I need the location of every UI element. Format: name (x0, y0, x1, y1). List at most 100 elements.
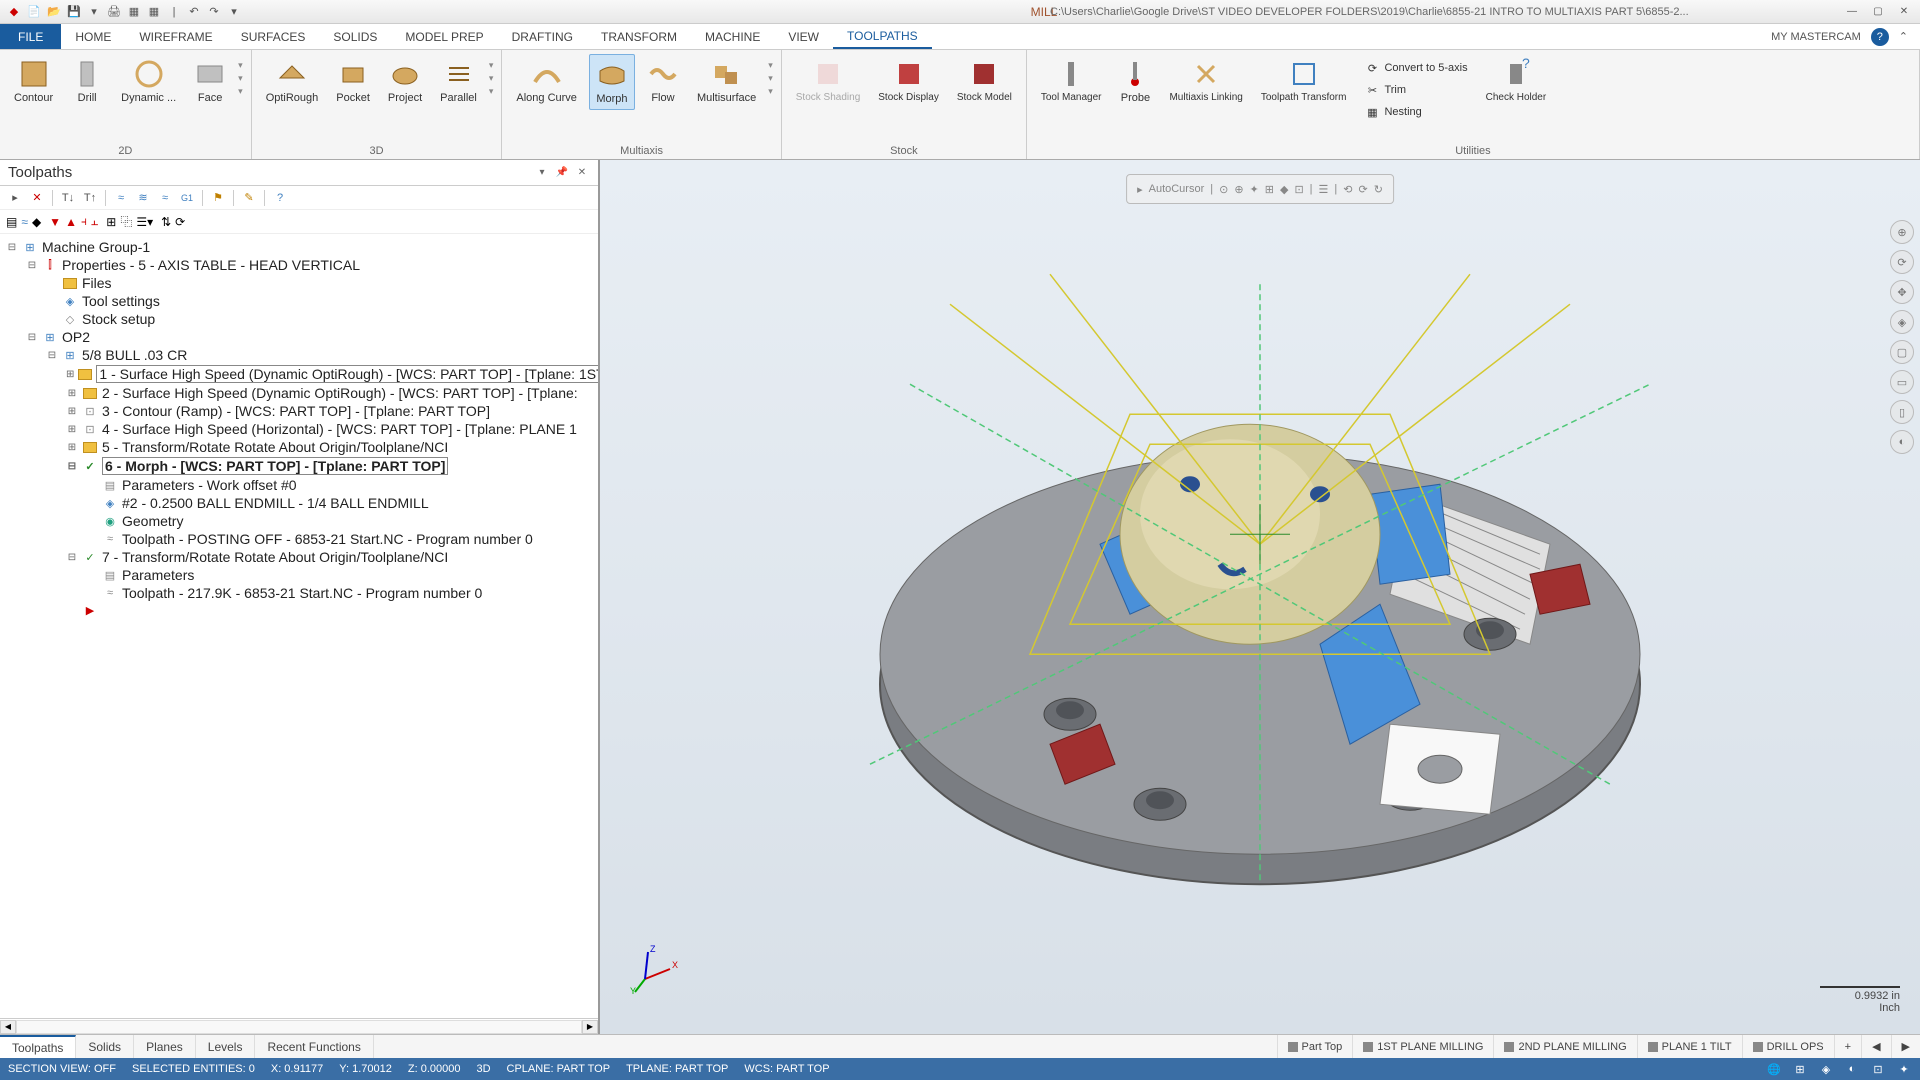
tab-surfaces[interactable]: SURFACES (227, 24, 320, 49)
my-mastercam-label[interactable]: MY MASTERCAM (1771, 31, 1861, 43)
view-tab-nav-left[interactable]: ◀ (1861, 1035, 1890, 1058)
tb-t1-icon[interactable]: T↓ (59, 189, 77, 207)
vs-shade-icon[interactable]: ◐ (1890, 430, 1914, 454)
tb-wave2-icon[interactable]: ≋ (134, 189, 152, 207)
convert-5axis-button[interactable]: ⟳Convert to 5-axis (1360, 58, 1471, 78)
vp-icon-4[interactable]: ⊞ (1265, 183, 1274, 196)
stock-shading-button[interactable]: Stock Shading (790, 54, 867, 107)
ma-more-2-icon[interactable]: ▾ (768, 73, 773, 84)
pocket-button[interactable]: Pocket (330, 54, 376, 108)
parallel-button[interactable]: Parallel (434, 54, 483, 108)
expander-icon[interactable]: ⊟ (26, 332, 38, 343)
tab-view[interactable]: VIEW (774, 24, 833, 49)
expander-icon[interactable]: ⊟ (26, 260, 38, 271)
expander-icon[interactable]: ⊞ (66, 388, 78, 399)
mode-3d[interactable]: 3D (476, 1063, 490, 1075)
tab-machine[interactable]: MACHINE (691, 24, 774, 49)
vs-side-icon[interactable]: ▯ (1890, 400, 1914, 424)
tab-drafting[interactable]: DRAFTING (498, 24, 587, 49)
sb-wire-icon[interactable]: ⊡ (1870, 1061, 1886, 1077)
save-icon[interactable]: 💾 (66, 4, 82, 20)
tplane-label[interactable]: TPLANE: PART TOP (626, 1063, 728, 1075)
view-tab-drill-ops[interactable]: DRILL OPS (1742, 1035, 1834, 1058)
tree-op-7[interactable]: ⊟ ✓ 7 - Transform/Rotate Rotate About Or… (2, 548, 596, 566)
tb2-sort-icon[interactable]: ⇅ (161, 215, 171, 229)
tree-op-3[interactable]: ⊞ ⊡ 3 - Contour (Ramp) - [WCS: PART TOP]… (2, 402, 596, 420)
flow-button[interactable]: Flow (641, 54, 685, 108)
expander-icon[interactable]: ⊞ (66, 369, 74, 380)
along-curve-button[interactable]: Along Curve (510, 54, 583, 108)
tb2-up-icon[interactable]: ▲ (65, 215, 77, 229)
tb2-refresh-icon[interactable]: ⟳ (175, 215, 185, 229)
tb-select-icon[interactable]: ▸ (6, 189, 24, 207)
maximize-button[interactable]: ▢ (1866, 3, 1890, 21)
vs-iso-icon[interactable]: ◈ (1890, 310, 1914, 334)
tb2-grid-icon[interactable]: ⊞ (106, 215, 116, 229)
vp-icon-3[interactable]: ✦ (1250, 183, 1259, 196)
tree-insert-marker[interactable]: ▶ (2, 602, 596, 618)
tb-t2-icon[interactable]: T↑ (81, 189, 99, 207)
view-tab-2nd-plane[interactable]: 2ND PLANE MILLING (1493, 1035, 1636, 1058)
vs-zoom-fit-icon[interactable]: ⊕ (1890, 220, 1914, 244)
multiaxis-linking-button[interactable]: Multiaxis Linking (1163, 54, 1248, 107)
vp-icon-7[interactable]: ☰ (1319, 183, 1329, 196)
tb-help-icon[interactable]: ? (271, 189, 289, 207)
scroll-right-icon[interactable]: ▶ (582, 1020, 598, 1034)
nesting-button[interactable]: ▦Nesting (1360, 102, 1471, 122)
tb2-bar-icon[interactable]: ⫠ (91, 214, 98, 229)
sb-shade-icon[interactable]: ◐ (1844, 1061, 1860, 1077)
help-icon[interactable]: ? (1871, 28, 1889, 46)
3d-more-3-icon[interactable]: ▾ (489, 86, 494, 97)
stock-model-button[interactable]: Stock Model (951, 54, 1018, 107)
expander-icon[interactable]: ⊞ (66, 406, 78, 417)
tree-op7-params[interactable]: ▤ Parameters (2, 566, 596, 584)
expander-icon[interactable]: ⊟ (6, 242, 18, 253)
tree-horizontal-scrollbar[interactable]: ◀ ▶ (0, 1018, 598, 1034)
contour-button[interactable]: Contour (8, 54, 59, 108)
tb-g1-icon[interactable]: G1 (178, 189, 196, 207)
scroll-left-icon[interactable]: ◀ (0, 1020, 16, 1034)
expander-icon[interactable]: ⊟ (66, 552, 78, 563)
panel-pin-icon[interactable]: 📌 (554, 165, 570, 181)
dynamic-button[interactable]: Dynamic ... (115, 54, 182, 108)
operations-tree[interactable]: ⊟ ⊞ Machine Group-1 ⊟ ⫿ Properties - 5 -… (0, 234, 598, 1018)
tree-op2[interactable]: ⊟ ⊞ OP2 (2, 328, 596, 346)
ma-more-1-icon[interactable]: ▾ (768, 60, 773, 71)
ma-more-3-icon[interactable]: ▾ (768, 86, 773, 97)
tb-wave3-icon[interactable]: ≈ (156, 189, 174, 207)
tool-manager-button[interactable]: Tool Manager (1035, 54, 1108, 107)
wcs-label[interactable]: WCS: PART TOP (744, 1063, 829, 1075)
2d-more-3-icon[interactable]: ▾ (238, 86, 243, 97)
tb2-1-icon[interactable]: ▤ (6, 215, 17, 229)
tab-toolpaths[interactable]: TOOLPATHS (833, 24, 932, 49)
tab-home[interactable]: HOME (61, 24, 125, 49)
probe-button[interactable]: Probe (1113, 54, 1157, 108)
view-tab-add[interactable]: + (1834, 1035, 1861, 1058)
3d-more-1-icon[interactable]: ▾ (489, 60, 494, 71)
vp-icon-2[interactable]: ⊕ (1234, 183, 1243, 196)
vp-icon-9[interactable]: ⟳ (1358, 183, 1367, 196)
tb2-split-icon[interactable]: ⫞ (81, 214, 87, 229)
morph-button[interactable]: Morph (589, 54, 635, 110)
tree-op6-toolpath[interactable]: ≈ Toolpath - POSTING OFF - 6853-21 Start… (2, 530, 596, 548)
file-tab[interactable]: FILE (0, 24, 61, 49)
trim-button[interactable]: ✂Trim (1360, 80, 1471, 100)
open-icon[interactable]: 📂 (46, 4, 62, 20)
tree-op6-tool[interactable]: ◈ #2 - 0.2500 BALL ENDMILL - 1/4 BALL EN… (2, 494, 596, 512)
ribbon-collapse-icon[interactable]: ⌃ (1899, 30, 1908, 43)
vs-top-icon[interactable]: ▢ (1890, 340, 1914, 364)
expander-icon[interactable]: ⊞ (66, 442, 78, 453)
tree-op6-geom[interactable]: ◉ Geometry (2, 512, 596, 530)
tree-properties[interactable]: ⊟ ⫿ Properties - 5 - AXIS TABLE - HEAD V… (2, 256, 596, 274)
bottom-tab-planes[interactable]: Planes (134, 1035, 196, 1058)
2d-more-2-icon[interactable]: ▾ (238, 73, 243, 84)
tree-machine-group[interactable]: ⊟ ⊞ Machine Group-1 (2, 238, 596, 256)
tree-files[interactable]: Files (2, 274, 596, 292)
vs-front-icon[interactable]: ▭ (1890, 370, 1914, 394)
bottom-tab-recent[interactable]: Recent Functions (255, 1035, 373, 1058)
vp-icon-6[interactable]: ⊡ (1294, 183, 1303, 196)
qat-more-icon[interactable]: ▾ (226, 4, 242, 20)
vs-pan-icon[interactable]: ✥ (1890, 280, 1914, 304)
tb-wave1-icon[interactable]: ≈ (112, 189, 130, 207)
bottom-tab-toolpaths[interactable]: Toolpaths (0, 1035, 76, 1058)
